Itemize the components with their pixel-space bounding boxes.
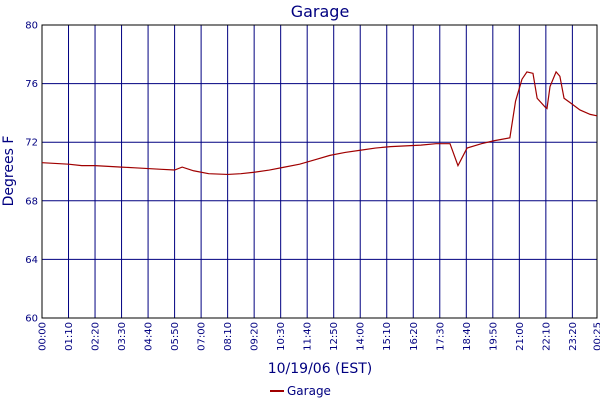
x-tick-label: 09:20 bbox=[250, 322, 261, 351]
y-tick-label: 72 bbox=[25, 138, 38, 149]
x-tick-label: 14:00 bbox=[356, 322, 367, 351]
chart-title: Garage bbox=[291, 2, 350, 21]
x-tick-label: 17:30 bbox=[435, 322, 446, 351]
x-tick-label: 05:50 bbox=[170, 322, 181, 351]
x-tick-label: 21:00 bbox=[515, 322, 526, 351]
x-tick-label: 11:40 bbox=[303, 322, 314, 351]
line bbox=[41, 70, 598, 176]
x-tick-label: 19:50 bbox=[488, 322, 499, 351]
x-tick-label: 16:20 bbox=[409, 322, 420, 351]
x-tick-label: 22:10 bbox=[541, 322, 552, 351]
x-tick-label: 15:10 bbox=[382, 322, 393, 351]
x-tick-label: 23:20 bbox=[568, 322, 579, 351]
y-tick-label: 80 bbox=[25, 21, 38, 32]
x-tick-label: 03:30 bbox=[117, 322, 128, 351]
x-tick-label: 04:40 bbox=[144, 322, 155, 351]
x-tick-label: 01:10 bbox=[64, 322, 75, 351]
x-tick-label: 00:25 bbox=[593, 322, 600, 351]
x-tick-label: 08:10 bbox=[223, 322, 234, 351]
y-tick-label: 68 bbox=[25, 196, 38, 207]
x-tick-label: 18:40 bbox=[462, 322, 473, 351]
y-tick-label: 76 bbox=[25, 79, 38, 90]
plot-border bbox=[41, 24, 598, 319]
legend-label: Garage bbox=[287, 384, 331, 398]
x-tick-label: 02:20 bbox=[91, 322, 102, 351]
y-tick-label: 64 bbox=[25, 255, 38, 266]
y-tick-label: 60 bbox=[25, 314, 38, 325]
x-tick-label: 00:00 bbox=[38, 322, 49, 351]
x-axis-label: 10/19/06 (EST) bbox=[268, 361, 373, 377]
x-tick-label: 07:00 bbox=[197, 322, 208, 351]
x-tick-label: 12:50 bbox=[329, 322, 340, 351]
x-tick-label: 10:30 bbox=[276, 322, 287, 351]
y-axis-label: Degrees F bbox=[1, 136, 17, 207]
